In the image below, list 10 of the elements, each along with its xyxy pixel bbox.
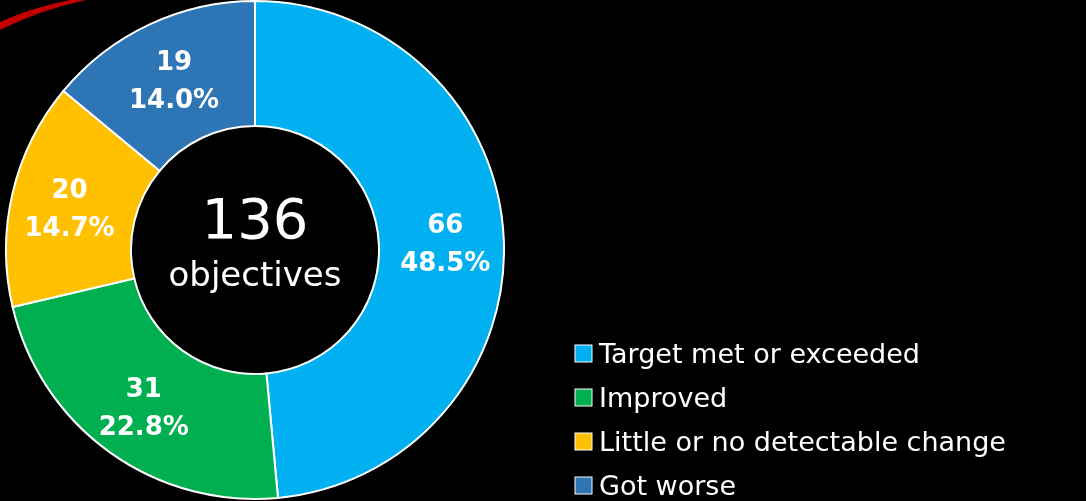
legend-label: Target met or exceeded: [598, 338, 920, 369]
data-label: 66 48.5%: [400, 209, 491, 278]
legend-label: Little or no detectable change: [599, 426, 1006, 457]
text: objectives: [168, 254, 342, 294]
data-label: 20 14.7%: [24, 174, 115, 243]
data-label: 19 14.0%: [128, 45, 220, 114]
text: 136: [201, 186, 309, 251]
legend-label: Improved: [599, 382, 728, 413]
legend-label: Got worse: [599, 470, 736, 501]
data-label: 31 22.8%: [98, 372, 189, 441]
